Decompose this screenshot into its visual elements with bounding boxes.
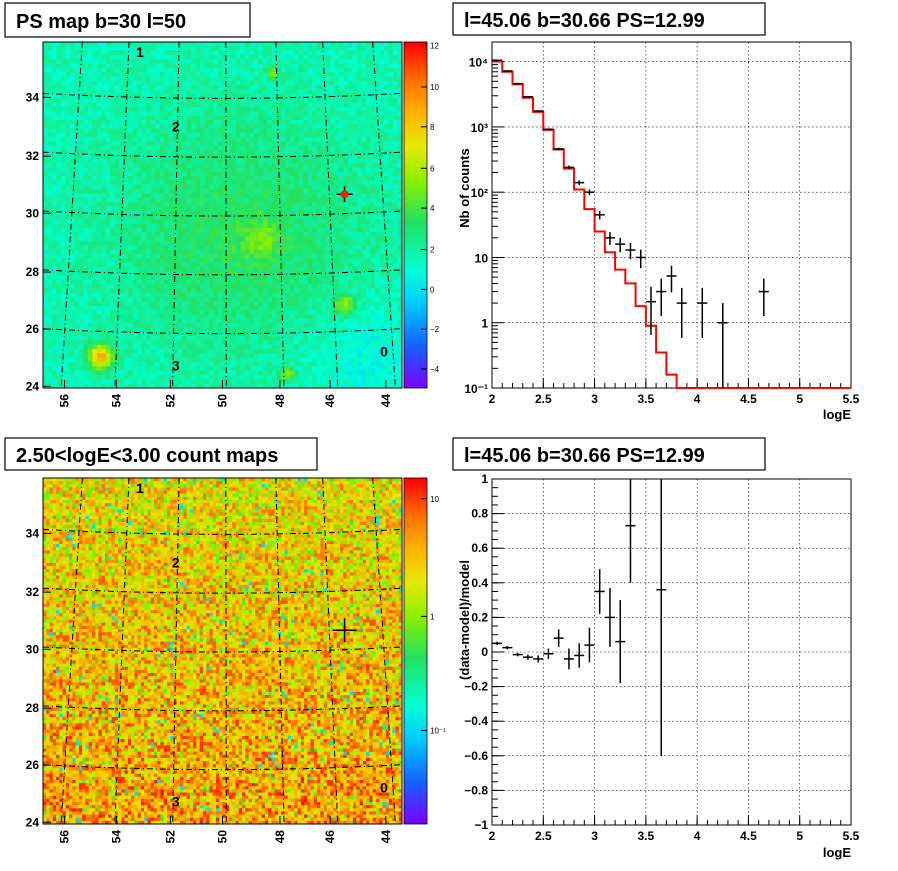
residual-point-1: [502, 645, 513, 650]
spectrum-point-12: [615, 237, 626, 253]
spectrum-point-15: [645, 286, 656, 335]
spectrum-point-7: [563, 165, 574, 170]
count-map-colorbar: [403, 477, 428, 825]
residual-point-9: [584, 627, 595, 663]
spectrum-data-points: [492, 59, 769, 388]
spectrum-point-19: [697, 287, 708, 338]
spectrum-x-label: logE: [823, 407, 851, 422]
spectrum-point-3: [522, 95, 533, 98]
residual-point-4: [533, 655, 544, 663]
count-map-title-box: [4, 437, 318, 471]
count-map-title: 2.50<logE<3.00 count maps: [16, 445, 278, 467]
spectrum-point-11: [604, 232, 615, 245]
ps-map-colorbar: [403, 41, 428, 389]
count-map-heatmap: [43, 478, 403, 825]
residual-title-box: [452, 437, 766, 471]
spectrum-y-label: Nb of counts: [457, 148, 472, 227]
residual-point-6: [553, 629, 564, 647]
spectrum-point-6: [553, 147, 564, 151]
residual-point-3: [522, 654, 533, 660]
spectrum-point-4: [533, 110, 544, 112]
spectrum-title-box: [452, 2, 766, 36]
spectrum-point-2: [512, 82, 523, 85]
spectrum-point-18: [676, 287, 687, 338]
residual-point-8: [574, 643, 585, 668]
spectrum-point-14: [635, 249, 646, 269]
spectrum-point-9: [584, 189, 595, 196]
spectrum-point-20: [717, 303, 728, 388]
spectrum-point-0: [492, 59, 503, 62]
residual-point-11: [604, 587, 615, 647]
spectrum-point-8: [574, 180, 585, 186]
residual-point-10: [594, 568, 605, 614]
ps-map-heatmap: [43, 42, 403, 389]
residual-point-12: [615, 600, 626, 684]
spectrum-point-1: [502, 70, 513, 72]
spectrum-point-17: [666, 265, 677, 293]
residual-panel: l=45.06 b=30.66 PS=12.99 2 2.5 3 3.5 4 4.5 5 5.…: [452, 437, 860, 860]
spectrum-panel: l=45.06 b=30.66 PS=12.99 2 2.5 3 3.5 4 4.5 5 5.…: [452, 2, 860, 422]
residual-point-7: [563, 648, 574, 670]
spectrum-point-21: [758, 278, 769, 317]
residual-data-points: [492, 479, 667, 756]
spectrum-point-5: [543, 128, 554, 131]
spectrum-point-10: [594, 210, 605, 220]
residual-point-2: [512, 652, 523, 657]
residual-x-label: logE: [823, 845, 851, 860]
residual-point-0: [492, 641, 503, 646]
residual-point-5: [543, 648, 554, 659]
residual-y-label: (data-model)/model: [457, 560, 472, 680]
spectrum-title: l=45.06 b=30.66 PS=12.99: [464, 10, 705, 32]
residual-point-13: [625, 479, 636, 583]
residual-plot-area: [491, 478, 852, 826]
spectrum-plot-area: [491, 41, 852, 389]
residual-title: l=45.06 b=30.66 PS=12.99: [464, 445, 705, 467]
spectrum-point-16: [656, 278, 667, 317]
spectrum-point-13: [625, 243, 636, 260]
ps-map-title: PS map b=30 l=50: [16, 11, 186, 33]
spectrum-model-line: [492, 60, 851, 389]
residual-point-14: [656, 479, 667, 756]
residual-axes: 2 2.5 3 3.5 4 4.5 5 5.5−1−0.8−0.6−0.4−0.200.20.…: [464, 472, 859, 843]
ps-map-title-box: [4, 2, 251, 38]
